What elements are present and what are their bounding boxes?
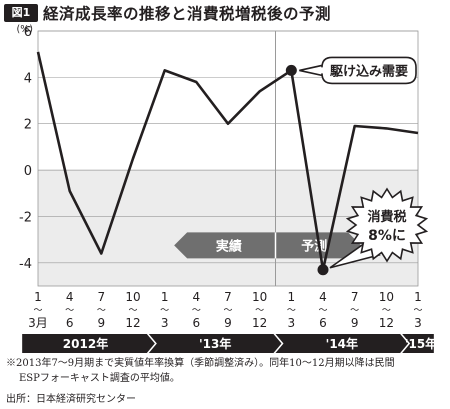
x-tick-separator: 〜 <box>255 306 264 316</box>
chart-title: 経済成長率の推移と消費税増税後の予測 <box>43 5 332 23</box>
actual-label: 実績 <box>216 238 242 254</box>
tax-callout-line-1: 消費税 <box>367 209 406 225</box>
x-tick-separator: 〜 <box>318 306 327 316</box>
x-tick-label-end: 12 <box>379 316 394 330</box>
year-segment <box>275 334 409 353</box>
y-tick-label: 6 <box>24 25 32 40</box>
footnote-line-2: ESPフォーキャスト調査の平均値。 <box>19 373 180 384</box>
y-tick-label: -2 <box>19 210 32 225</box>
unit-label: (%) <box>17 24 33 35</box>
forecast-label: 予測 <box>301 238 327 254</box>
x-tick-separator: 〜 <box>287 306 296 316</box>
x-tick-label-start: 7 <box>98 290 106 304</box>
year-label: 2012年 <box>63 336 108 351</box>
y-tick-label: 4 <box>24 71 32 86</box>
year-label: '14年 <box>326 336 358 351</box>
year-segment <box>402 334 434 353</box>
year-segment <box>22 334 155 353</box>
x-tick-label-start: 10 <box>125 290 140 304</box>
x-tick-label-start: 10 <box>379 290 394 304</box>
y-tick-label: 2 <box>24 118 32 133</box>
x-tick-separator: 〜 <box>413 306 422 316</box>
data-point-marker <box>285 64 297 76</box>
x-tick-label-end: 3月 <box>28 316 48 330</box>
x-tick-label-start: 4 <box>319 290 327 304</box>
x-tick-label-start: 1 <box>414 290 422 304</box>
x-tick-label-end: 9 <box>98 316 106 330</box>
x-tick-label-end: 12 <box>252 316 267 330</box>
x-tick-label-start: 1 <box>161 290 169 304</box>
x-tick-label-end: 6 <box>319 316 327 330</box>
rush-demand-callout <box>299 56 417 85</box>
year-label: '13年 <box>199 336 231 351</box>
data-point-marker <box>317 264 329 276</box>
x-tick-label-start: 7 <box>224 290 232 304</box>
x-tick-separator: 〜 <box>128 306 137 316</box>
year-segment <box>148 334 282 353</box>
plot-frame <box>37 30 419 287</box>
actual-forecast-arrow <box>174 232 361 259</box>
x-tick-label-start: 7 <box>351 290 359 304</box>
x-tick-label-start: 1 <box>288 290 296 304</box>
x-tick-label-end: 6 <box>193 316 201 330</box>
year-label: '15年 <box>405 336 437 351</box>
x-tick-separator: 〜 <box>97 306 106 316</box>
figure-badge: 図1 <box>4 4 38 22</box>
x-tick-label-end: 3 <box>161 316 169 330</box>
source-note: 出所：日本経済研究センター <box>6 394 136 405</box>
x-tick-separator: 〜 <box>223 306 232 316</box>
rush-demand-label: 駆け込み需要 <box>330 63 408 79</box>
x-tick-label-start: 4 <box>66 290 74 304</box>
x-tick-label-end: 12 <box>125 316 140 330</box>
x-tick-separator: 〜 <box>33 306 42 316</box>
x-tick-label-end: 9 <box>351 316 359 330</box>
x-tick-separator: 〜 <box>160 306 169 316</box>
tax-callout-line-2: 8%に <box>368 228 406 244</box>
footnote: ※2013年7〜9月期まで実質値年率換算（季節調整済み）。同年10〜12月期以降… <box>6 356 446 386</box>
x-tick-label-start: 4 <box>193 290 201 304</box>
y-tick-label: 0 <box>24 164 32 179</box>
x-tick-separator: 〜 <box>192 306 201 316</box>
x-tick-separator: 〜 <box>65 306 74 316</box>
x-tick-separator: 〜 <box>382 306 391 316</box>
x-tick-label-end: 9 <box>224 316 232 330</box>
footnote-line-1: ※2013年7〜9月期まで実質値年率換算（季節調整済み）。同年10〜12月期以降… <box>6 358 395 369</box>
y-tick-label: -4 <box>19 257 32 272</box>
growth-rate-line <box>36 51 419 272</box>
x-tick-label-end: 3 <box>288 316 296 330</box>
x-tick-label-end: 6 <box>66 316 74 330</box>
tax-starburst <box>345 187 429 263</box>
x-tick-label-start: 1 <box>34 290 42 304</box>
x-tick-separator: 〜 <box>350 306 359 316</box>
x-tick-label-start: 10 <box>252 290 267 304</box>
x-tick-label-end: 3 <box>414 316 422 330</box>
